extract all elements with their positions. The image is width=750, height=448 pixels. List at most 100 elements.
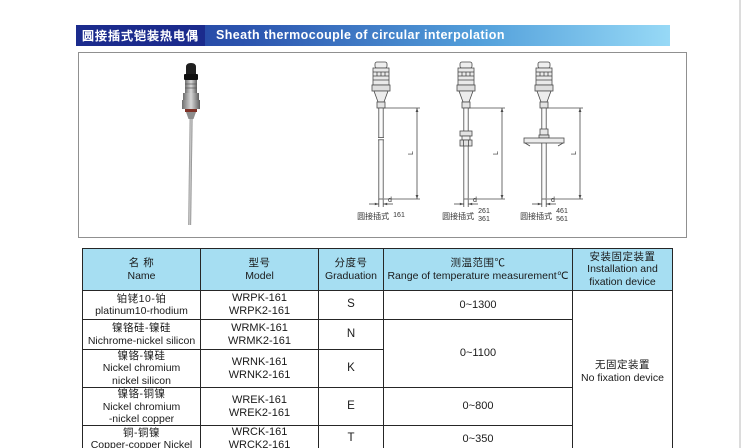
dimension-length-label: L: [571, 151, 578, 155]
movable-fitting: [459, 130, 473, 147]
drawing-probe: [463, 107, 469, 200]
photo-probe: [188, 118, 193, 226]
name-en: Nichrome-nickel silicon: [87, 334, 196, 347]
length-dimension: L: [547, 107, 583, 200]
cell-graduation: E: [318, 387, 384, 427]
column-header-installation-en: Installation and fixation device: [587, 263, 658, 288]
page-title-zh: 圆接插式铠装热电偶: [76, 25, 205, 46]
column-header-name-en: Name: [127, 269, 156, 282]
drawing-type-label: 圆接插式: [520, 211, 553, 221]
dimension-diameter-label: d: [388, 197, 392, 204]
product-photo: [182, 63, 200, 226]
cell-name: 镍铬-镍硅 Nickel chromium nickel silicon: [82, 348, 201, 389]
column-header-model-zh: 型号: [248, 257, 271, 270]
drawing-connector: [534, 61, 554, 109]
cell-installation: 无固定装置 No fixation device: [572, 289, 673, 448]
table-row: 铂铑10-铂 platinum10-rhodium WRPK-161 WRPK2…: [82, 289, 673, 448]
installation-en: No fixation device: [581, 371, 664, 384]
cell-model: WRNK-161 WRNK2-161: [200, 348, 319, 389]
model-code: WREK-161: [231, 393, 288, 406]
thermocouple-drawing-161: L d: [369, 61, 420, 207]
drawing-connector: [371, 61, 391, 109]
name-zh: 镍铬硅-镍硅: [112, 322, 171, 335]
fixing-flange: [523, 128, 565, 147]
name-en: Copper-copper Nickel: [90, 439, 193, 448]
cell-name: 镍铬-铜镍 Nickel chromium -nickel copper: [82, 387, 201, 427]
column-header-name: 名 称 Name: [82, 248, 201, 291]
column-header-graduation: 分度号 Graduation: [318, 248, 384, 291]
drawing-code: 161: [393, 211, 405, 219]
diameter-dimension: d: [454, 197, 478, 207]
column-header-model-en: Model: [245, 269, 274, 282]
drawing-code: 361: [478, 216, 490, 223]
model-code: WRNK-161: [231, 355, 288, 368]
column-header-graduation-zh: 分度号: [334, 257, 368, 270]
cell-range: 0~800: [383, 387, 573, 427]
cell-name: 铂铑10-铂 platinum10-rhodium: [82, 290, 201, 320]
cell-graduation: N: [318, 319, 384, 350]
drawing-type-label: 圆接插式: [442, 211, 475, 221]
drawing-connector: [456, 61, 476, 109]
spec-table: 名 称 Name 型号 Model 分度号 Graduation 测温范围℃ R…: [82, 248, 673, 448]
drawing-type-label: 圆接插式: [357, 211, 390, 221]
cell-name: 铜-铜镍 Copper-copper Nickel: [82, 425, 201, 448]
length-dimension: L: [469, 107, 505, 200]
name-en: nickel silicon: [112, 374, 171, 387]
column-header-range: 测温范围℃ Range of temperature measurement℃: [383, 248, 573, 291]
cell-graduation: T: [318, 425, 384, 448]
table-row: 镍铬硅-镍硅 Nichrome-nickel silicon WRMK-161 …: [82, 318, 673, 389]
cell-range: 0~350: [383, 425, 573, 448]
name-en: platinum10-rhodium: [95, 305, 188, 317]
diameter-dimension: d: [532, 197, 556, 207]
installation-zh: 无固定装置: [595, 359, 650, 372]
dimension-length-label: L: [408, 151, 415, 155]
column-header-installation: 安装固定装置 Installation and fixation device: [572, 248, 673, 291]
model-code: WRMK-161: [231, 321, 288, 334]
drawing-caption: 圆接插式 161: [331, 208, 431, 224]
cell-model: WRPK-161 WRPK2-161: [200, 290, 319, 320]
diameter-dimension: d: [369, 197, 393, 207]
model-code: WREK2-161: [228, 406, 291, 419]
name-zh: 铂铑10-铂: [116, 292, 167, 305]
cell-range: 0~1100: [383, 318, 573, 389]
page-header: 圆接插式铠装热电偶 Sheath thermocouple of circula…: [76, 25, 670, 46]
drawing-caption: 圆接插式 461 561: [494, 208, 594, 224]
dimension-diameter-label: d: [551, 197, 555, 204]
model-code: WRPK2-161: [228, 305, 291, 317]
diagram-panel: L d: [78, 52, 687, 238]
name-zh: 铜-铜镍: [123, 426, 160, 439]
cell-graduation: K: [318, 348, 384, 389]
table-header-row: 名 称 Name 型号 Model 分度号 Graduation 测温范围℃ R…: [82, 248, 673, 291]
drawing-probe: [377, 107, 385, 200]
model-code: WRMK2-161: [228, 334, 291, 347]
length-dimension: L: [384, 107, 420, 200]
column-header-name-zh: 名 称: [128, 257, 155, 270]
name-zh: 镍铬-铜镍: [117, 388, 166, 401]
name-zh: 镍铬-镍硅: [117, 350, 166, 362]
cell-model: WREK-161 WREK2-161: [200, 387, 319, 427]
column-header-model: 型号 Model: [200, 248, 319, 291]
cell-name: 镍铬硅-镍硅 Nichrome-nickel silicon: [82, 319, 201, 350]
thermocouple-drawing-261-361: L d: [454, 61, 505, 207]
drawing-caption: 圆接插式 261 361: [416, 208, 516, 224]
model-code: WRPK-161: [231, 292, 288, 305]
name-en: -nickel copper: [108, 412, 175, 425]
column-header-range-en: Range of temperature measurement℃: [387, 269, 569, 282]
thermocouple-drawing-461-561: L d: [523, 61, 583, 207]
page-edge-line: [739, 0, 741, 448]
page-title-en: Sheath thermocouple of circular interpol…: [216, 28, 505, 42]
photo-connector: [182, 63, 200, 119]
column-header-graduation-en: Graduation: [325, 269, 377, 282]
drawing-code: 561: [556, 216, 568, 223]
table-row: 铜-铜镍 Copper-copper Nickel WRCK-161 WRCK2…: [82, 425, 673, 448]
dimension-diameter-label: d: [473, 197, 477, 204]
model-code: WRCK2-161: [228, 439, 291, 448]
dimension-length-label: L: [493, 151, 500, 155]
cell-model: WRCK-161 WRCK2-161: [200, 425, 319, 448]
column-header-installation-zh: 安装固定装置: [589, 250, 656, 263]
name-en: Nickel chromium: [102, 400, 181, 413]
name-en: Nickel chromium: [102, 362, 181, 375]
model-code: WRNK2-161: [228, 368, 291, 381]
drawing-code: 461: [556, 207, 568, 215]
